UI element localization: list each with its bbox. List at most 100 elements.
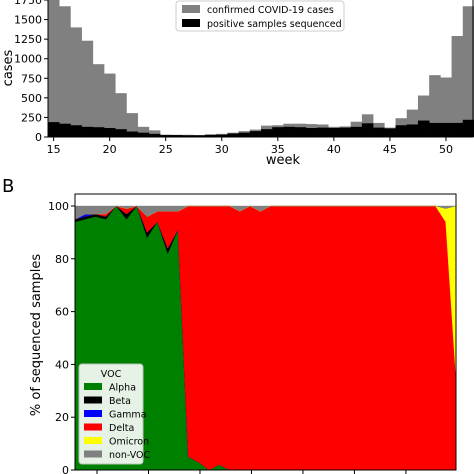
legend-label: Omicron bbox=[109, 437, 149, 448]
panel-b-y-ticks: 0 20 40 60 80 100 bbox=[48, 200, 75, 474]
bar-samples-sequenced bbox=[216, 134, 228, 137]
bar-samples-sequenced bbox=[104, 128, 116, 137]
legend-swatch bbox=[84, 396, 102, 404]
x-tick-label: 30 bbox=[215, 143, 229, 156]
bar-samples-sequenced bbox=[328, 128, 340, 137]
bar-confirmed-cases bbox=[59, 6, 71, 138]
y-tick-label: 0 bbox=[35, 131, 42, 144]
panel-b-voc-chart: 0 20 40 60 80 100 % of sequenced samples VOC A… bbox=[29, 193, 457, 474]
y-tick-label: 750 bbox=[21, 72, 42, 85]
x-tick-label: 15 bbox=[47, 143, 61, 156]
legend-label: Beta bbox=[109, 396, 131, 407]
y-tick-label: 1750 bbox=[14, 0, 42, 7]
bar-samples-sequenced bbox=[160, 135, 172, 137]
bar-samples-sequenced bbox=[283, 126, 295, 137]
x-tick-label: 35 bbox=[271, 143, 285, 156]
bar-samples-sequenced bbox=[305, 128, 318, 137]
legend-label: positive samples sequenced bbox=[207, 19, 342, 30]
bar-confirmed-cases bbox=[70, 27, 82, 137]
y-tick-label: 1500 bbox=[14, 14, 42, 27]
legend-label: Gamma bbox=[109, 410, 147, 421]
bar-samples-sequenced bbox=[70, 125, 82, 137]
bar-samples-sequenced bbox=[148, 133, 161, 137]
panel-a-y-ticks: 0 250 500 750 1000 1250 1500 1750 bbox=[14, 0, 48, 144]
bar-samples-sequenced bbox=[440, 122, 452, 137]
bar-samples-sequenced bbox=[384, 128, 396, 137]
bar-confirmed-cases bbox=[462, 6, 474, 138]
x-tick-label: 45 bbox=[383, 143, 397, 156]
x-tick-label: 25 bbox=[159, 143, 173, 156]
y-tick-label: 100 bbox=[48, 200, 69, 213]
bar-samples-sequenced bbox=[462, 119, 474, 137]
area-non-voc bbox=[74, 205, 457, 220]
bar-confirmed-cases bbox=[148, 130, 161, 137]
bar-samples-sequenced bbox=[406, 124, 419, 137]
panel-a-y-axis-label: cases bbox=[1, 49, 16, 86]
legend-label: Alpha bbox=[109, 383, 136, 394]
bar-confirmed-cases bbox=[104, 73, 116, 137]
bar-samples-sequenced bbox=[137, 132, 150, 137]
bar-samples-sequenced bbox=[115, 129, 127, 137]
bar-samples-sequenced bbox=[373, 127, 385, 137]
y-tick-label: 20 bbox=[55, 411, 69, 424]
panel-b-x-ticks bbox=[96, 470, 407, 474]
bar-samples-sequenced bbox=[272, 127, 284, 137]
bar-confirmed-cases bbox=[92, 64, 105, 137]
legend-swatch bbox=[84, 410, 102, 417]
panel-a-x-ticks: 15 20 25 30 35 40 45 50 bbox=[47, 137, 453, 156]
bar-samples-sequenced bbox=[429, 122, 441, 137]
legend-label: Delta bbox=[109, 423, 134, 434]
y-tick-label: 250 bbox=[21, 111, 42, 124]
bar-confirmed-cases bbox=[417, 95, 430, 137]
legend-swatch bbox=[84, 450, 102, 458]
y-tick-label: 80 bbox=[55, 253, 69, 266]
bar-confirmed-cases bbox=[451, 36, 464, 138]
bar-samples-sequenced bbox=[92, 127, 105, 137]
panel-b-label: B bbox=[2, 176, 14, 197]
bar-confirmed-cases bbox=[115, 93, 127, 137]
bar-confirmed-cases bbox=[429, 75, 441, 137]
legend-swatch bbox=[182, 5, 200, 13]
bar-samples-sequenced bbox=[451, 122, 464, 137]
bar-confirmed-cases bbox=[406, 109, 419, 137]
bar-samples-sequenced bbox=[294, 127, 307, 137]
legend-swatch bbox=[84, 423, 102, 431]
bar-samples-sequenced bbox=[193, 135, 206, 137]
bar-confirmed-cases bbox=[440, 77, 452, 137]
legend-label: confirmed COVID-19 cases bbox=[207, 5, 334, 16]
bar-samples-sequenced bbox=[171, 135, 183, 137]
bar-samples-sequenced bbox=[339, 127, 351, 137]
panel-a-legend: confirmed COVID-19 cases positive samples… bbox=[175, 0, 345, 32]
legend-box bbox=[175, 0, 345, 32]
bar-samples-sequenced bbox=[350, 126, 363, 137]
bar-samples-sequenced bbox=[417, 120, 430, 137]
bar-samples-sequenced bbox=[227, 133, 239, 137]
panel-a-frame bbox=[47, 0, 474, 138]
bar-samples-sequenced bbox=[238, 132, 251, 137]
panel-a-bars bbox=[48, 0, 474, 138]
bar-confirmed-cases bbox=[137, 126, 150, 137]
bar-confirmed-cases bbox=[81, 40, 94, 137]
bar-samples-sequenced bbox=[395, 125, 408, 137]
y-tick-label: 60 bbox=[55, 306, 69, 319]
legend-swatch bbox=[84, 383, 102, 390]
bar-samples-sequenced bbox=[361, 123, 374, 137]
panel-a-cases-chart: 0 250 500 750 1000 1250 1500 1750 15 20 25 30 35 40 4… bbox=[1, 0, 474, 168]
legend-swatch bbox=[84, 437, 102, 444]
bar-samples-sequenced bbox=[204, 134, 217, 137]
legend-title: VOC bbox=[101, 369, 122, 380]
y-tick-label: 1250 bbox=[14, 33, 42, 46]
bar-samples-sequenced bbox=[81, 126, 94, 137]
legend-swatch bbox=[182, 19, 200, 27]
bar-confirmed-cases bbox=[126, 113, 138, 137]
bar-samples-sequenced bbox=[317, 127, 329, 137]
bar-samples-sequenced bbox=[59, 123, 71, 137]
panel-a-x-axis-label: week bbox=[266, 153, 301, 168]
panel-b-y-axis-label: % of sequenced samples bbox=[29, 254, 44, 416]
y-tick-label: 1000 bbox=[14, 53, 42, 66]
bar-samples-sequenced bbox=[126, 131, 138, 137]
bar-samples-sequenced bbox=[249, 131, 262, 137]
panel-b-legend: VOC Alpha Beta Gamma Delta Omicron non-VOC bbox=[78, 363, 151, 465]
x-tick-label: 50 bbox=[439, 143, 453, 156]
